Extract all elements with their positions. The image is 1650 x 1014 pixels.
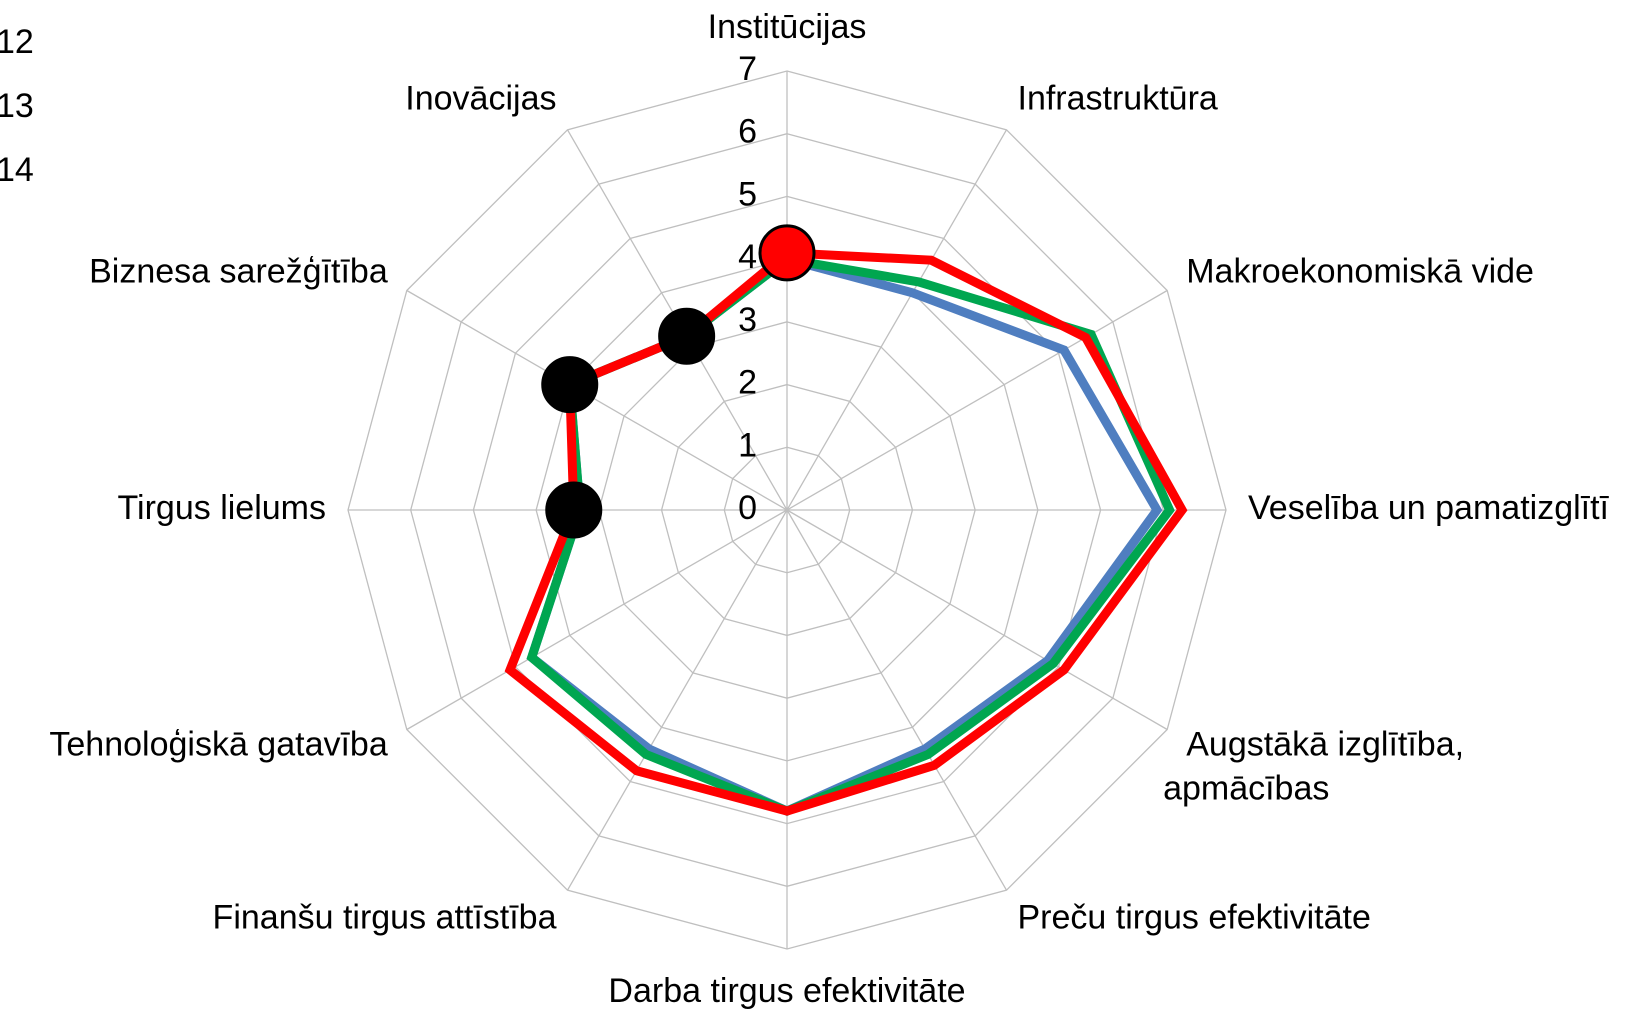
label-line: apmācības — [1163, 769, 1329, 807]
point-marker — [658, 307, 716, 365]
category-label: Preču tirgus efektivitāte — [1018, 899, 1371, 937]
category-label: Darba tirgus efektivitāte — [608, 972, 965, 1010]
category-label: Finanšu tirgus attīstība — [213, 899, 557, 937]
category-label: Augstākā izglītība, apmācības — [1163, 725, 1464, 807]
spoke — [786, 129, 1008, 511]
category-label: Infrastruktūra — [1018, 79, 1218, 117]
r-tick-label: 6 — [738, 113, 757, 151]
r-tick-label: 4 — [738, 238, 757, 276]
point-marker — [758, 224, 816, 282]
r-tick-label: 5 — [738, 175, 757, 213]
label-line: Augstākā izglītība, — [1186, 725, 1464, 763]
legend-label: 14 — [0, 151, 34, 189]
r-tick-label: 3 — [738, 301, 757, 339]
legend-label: 13 — [0, 87, 34, 125]
point-marker — [545, 481, 603, 539]
point-marker — [541, 356, 599, 414]
spoke — [786, 509, 1008, 891]
spoke — [406, 509, 788, 731]
r-tick-label: 1 — [738, 426, 757, 464]
r-tick-label: 7 — [738, 50, 757, 88]
category-label: Veselība un pamatizglītī — [1248, 489, 1610, 527]
category-label: Institūcijas — [708, 8, 867, 46]
category-label: Tirgus lielums — [118, 489, 326, 527]
series-line — [526, 254, 1163, 816]
category-label: Biznesa sarežģītība — [89, 252, 388, 290]
category-label: Tehnoloģiskā gatavība — [49, 725, 387, 763]
category-label: Makroekonomiskā vide — [1186, 252, 1534, 290]
spoke — [786, 289, 1168, 511]
r-tick-label: 2 — [738, 364, 757, 402]
spoke — [406, 289, 788, 511]
spoke — [786, 509, 1168, 731]
legend-label: 12 — [0, 23, 34, 61]
r-tick-label: 0 — [738, 489, 757, 527]
spoke — [566, 509, 788, 891]
category-label: Inovācijas — [405, 79, 556, 117]
